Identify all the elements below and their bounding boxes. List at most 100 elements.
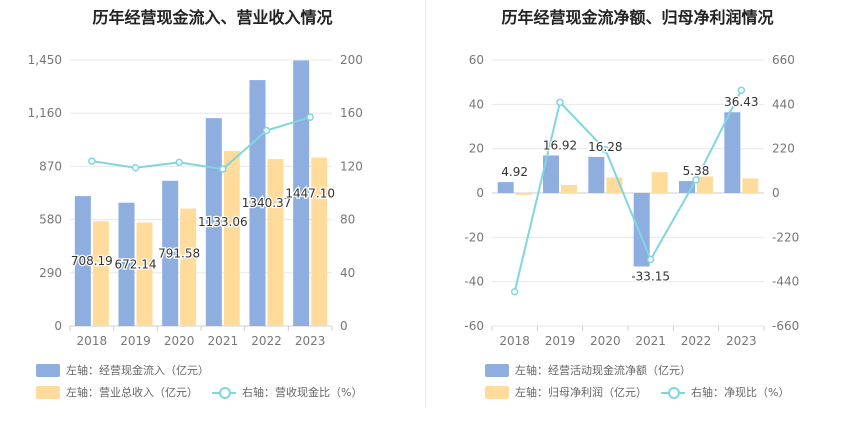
net-cashflow-profit-chart: -60 -40 -20 0 20 40 60 -660 -440 -220 0 220 440 660 20…: [464, 53, 799, 345]
chart-title: 历年经营现金流入、营业收入情况: [92, 8, 333, 27]
bar-left-series-2: [697, 176, 713, 193]
bar-left-series-2: [515, 193, 532, 195]
line-series-path: [513, 89, 743, 292]
line-point: [556, 98, 564, 107]
legend-row: 左轴：经营活动现金流净额（亿元）: [485, 362, 705, 378]
bar-value-label: 1133.06: [198, 215, 248, 229]
legend-label: 右轴：净现比（%）: [691, 386, 790, 399]
right-axis-tick-label: 120: [340, 159, 363, 173]
left-axis-tick-label: -40: [464, 275, 484, 289]
bar-left-series-2: [561, 185, 577, 193]
legend-line-swatch: [212, 386, 236, 399]
bar-value-label: 16.92: [543, 138, 577, 152]
x-axis-tick-label: 2023: [726, 334, 757, 345]
legend-row: 左轴：经营现金流入（亿元）: [36, 362, 223, 378]
left-axis-tick-label: 60: [469, 53, 484, 67]
bar-left-series-1: [724, 112, 741, 193]
legend-label: 左轴：归母净利润（亿元）: [515, 386, 647, 399]
right-axis-tick-label: 80: [340, 213, 355, 227]
x-axis-tick-label: 2018: [499, 334, 530, 345]
legend-swatch: [36, 363, 60, 377]
x-axis-tick-label: 2022: [251, 334, 282, 345]
right-axis-tick-label: 200: [340, 53, 363, 67]
legend-label: 左轴：经营现金流入（亿元）: [66, 364, 209, 377]
x-axis-tick-label: 2020: [164, 334, 195, 345]
left-axis-tick-label: 0: [54, 319, 62, 333]
legend-label: 左轴：营业总收入（亿元）: [66, 386, 198, 399]
line-point: [175, 158, 183, 167]
bar-value-label: 16.28: [588, 140, 622, 154]
right-axis-tick-label: 440: [772, 97, 795, 111]
line-point: [646, 255, 655, 264]
legend-line-swatch: [661, 386, 685, 399]
x-axis-tick-label: 2021: [635, 334, 666, 345]
bar-left-series-2: [92, 221, 109, 326]
right-axis-tick-label: 160: [340, 106, 363, 120]
bar-left-series-2: [651, 172, 668, 193]
bar-left-series-2: [223, 150, 240, 326]
left-axis-tick-label: 1,160: [28, 106, 62, 120]
x-axis-tick-label: 2021: [208, 334, 239, 345]
cash-inflow-revenue-panel: 历年经营现金流入、营业收入情况 0 290 580 870 1,160 1,450 0 40 8…: [28, 8, 376, 400]
right-axis-tick-label: 40: [340, 266, 355, 280]
bar-value-label: 36.43: [724, 95, 758, 109]
line-point: [510, 287, 519, 296]
bar-value-label: 791.58: [158, 246, 200, 260]
line-point: [737, 86, 746, 94]
x-axis-tick-label: 2019: [120, 334, 151, 345]
bar-value-label: 708.19: [71, 254, 113, 268]
legend-label: 右轴：营收现金比（%）: [242, 386, 363, 399]
legend-row: 左轴：营业总收入（亿元） 右轴：营收现金比（%）: [36, 384, 376, 400]
x-axis-tick-label: 2023: [295, 334, 326, 345]
chart-title: 历年经营现金流净额、归母净利润情况: [501, 8, 774, 27]
bar-left-series-1: [118, 202, 135, 326]
line-point: [262, 126, 271, 135]
bar-value-label: 1340.37: [242, 196, 292, 210]
right-axis-tick-label: -440: [772, 275, 799, 289]
legend-item-revenue[interactable]: 左轴：营业总收入（亿元）: [36, 384, 198, 400]
x-axis-tick-label: 2018: [77, 334, 108, 345]
bar-left-series-1: [633, 193, 650, 267]
bar-left-series-1: [588, 156, 605, 193]
left-axis-tick-label: -60: [464, 319, 484, 333]
right-axis-tick-label: 0: [772, 186, 780, 200]
line-point: [131, 163, 140, 172]
bar-left-series-2: [311, 157, 328, 326]
bar-left-series-2: [180, 208, 197, 326]
bar-left-series-1: [543, 155, 559, 193]
legend-swatch: [485, 363, 509, 377]
legend-item-revenue-cash-ratio[interactable]: 右轴：营收现金比（%）: [212, 384, 362, 400]
bar-left-series-2: [136, 222, 153, 326]
x-axis-tick-label: 2020: [590, 334, 621, 345]
left-axis-tick-label: 1,450: [28, 53, 62, 67]
right-axis-tick-label: -660: [772, 319, 799, 333]
legend-item-cash-inflow[interactable]: 左轴：经营现金流入（亿元）: [36, 362, 209, 378]
left-axis-tick-label: 20: [469, 142, 484, 156]
line-point: [88, 157, 96, 165]
bar-left-series-2: [267, 159, 284, 326]
bar-value-label: -33.15: [631, 269, 670, 283]
bar-left-series-1: [205, 118, 222, 327]
bar-left-series-1: [74, 196, 91, 326]
left-axis-tick-label: -20: [464, 230, 484, 244]
net-cashflow-profit-panel: 历年经营现金流净额、归母净利润情况 -60 -40 -20 0 20 40 60 -660 -4…: [425, 0, 850, 437]
legend-item-net-operating-cashflow[interactable]: 左轴：经营活动现金流净额（亿元）: [485, 362, 691, 378]
legend-item-net-cash-ratio[interactable]: 右轴：净现比（%）: [661, 384, 789, 400]
bar-left-series-1: [497, 182, 514, 193]
line-point: [306, 113, 314, 121]
legend-swatch: [485, 385, 509, 399]
right-axis-tick-label: 0: [340, 319, 348, 333]
left-axis-tick-label: 0: [476, 186, 484, 200]
right-axis-tick-label: 220: [772, 142, 795, 156]
left-axis-tick-label: 290: [39, 266, 62, 280]
panel-divider: [425, 0, 426, 408]
left-axis-tick-label: 870: [39, 159, 62, 173]
bar-left-series-1: [162, 180, 179, 326]
bar-value-label: 4.92: [501, 165, 528, 179]
line-series-path: [91, 116, 311, 171]
legend-item-net-profit[interactable]: 左轴：归母净利润（亿元）: [485, 384, 647, 400]
legend-row: 左轴：归母净利润（亿元） 右轴：净现比（%）: [485, 384, 803, 400]
line-point: [692, 176, 700, 184]
right-axis-tick-label: -220: [772, 230, 799, 244]
